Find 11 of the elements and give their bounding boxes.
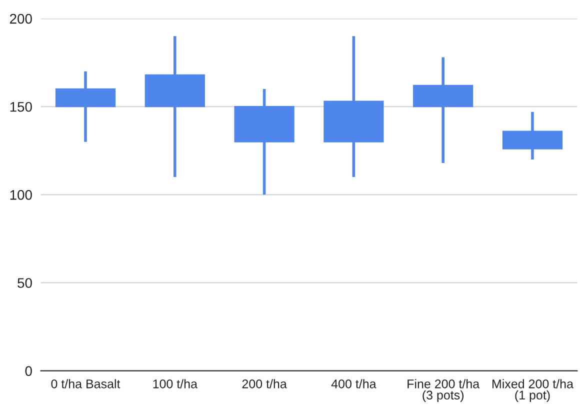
y-tick-label: 200 bbox=[10, 14, 32, 24]
x-tick-label: 200 t/ha bbox=[242, 379, 287, 388]
x-tick-label: Mixed 200 t/ha (1 pot) bbox=[492, 379, 574, 402]
y-tick-label: 0 bbox=[25, 366, 32, 376]
y-tick-label: 50 bbox=[18, 278, 32, 288]
y-tick-label: 100 bbox=[10, 190, 32, 200]
x-tick-label: 400 t/ha bbox=[331, 379, 376, 388]
y-tick-label: 150 bbox=[10, 102, 32, 112]
x-tick-label: 0 t/ha Basalt bbox=[51, 379, 120, 388]
x-tick-label: 100 t/ha bbox=[153, 379, 198, 388]
x-tick-label: Fine 200 t/ha (3 pots) bbox=[408, 379, 480, 402]
